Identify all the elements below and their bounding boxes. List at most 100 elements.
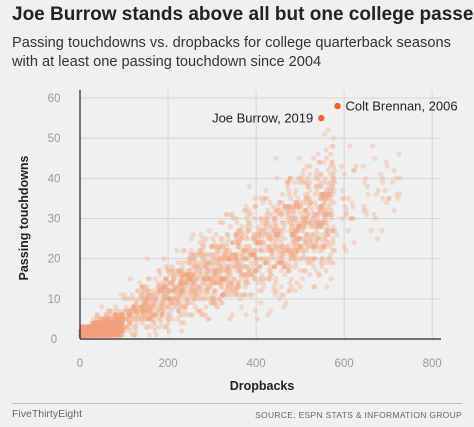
scatter-point [105, 308, 111, 314]
scatter-point [375, 187, 381, 193]
scatter-point [229, 264, 235, 270]
scatter-point [106, 324, 113, 330]
scatter-point [218, 284, 224, 290]
scatter-point [299, 256, 305, 262]
scatter-point [223, 264, 229, 270]
scatter-point [218, 276, 224, 282]
scatter-point [234, 260, 240, 266]
scatter-point [88, 332, 94, 338]
scatter-point [138, 308, 144, 314]
scatter-point [177, 292, 183, 298]
scatter-point [259, 236, 265, 242]
highlight-label: Colt Brennan, 2006 [346, 99, 458, 114]
scatter-point [266, 232, 272, 238]
scatter-point [267, 199, 273, 206]
scatter-point [328, 207, 334, 214]
scatter-point [176, 268, 182, 274]
scatter-point [261, 284, 267, 290]
y-tick-label: 50 [48, 133, 61, 145]
scatter-point [285, 215, 291, 222]
scatter-point [256, 232, 262, 238]
scatter-point [313, 203, 319, 210]
scatter-point [281, 292, 287, 298]
scatter-point [204, 272, 210, 278]
scatter-point [153, 296, 159, 302]
scatter-point [278, 228, 284, 234]
scatter-point [166, 304, 172, 310]
scatter-point [169, 268, 175, 274]
scatter-point [243, 312, 249, 318]
scatter-point [317, 195, 323, 201]
scatter-point [244, 236, 250, 242]
scatter-point [208, 292, 215, 298]
scatter-point [105, 320, 111, 326]
scatter-point [265, 207, 271, 214]
scatter-point [274, 232, 280, 238]
scatter-point [242, 244, 248, 250]
scatter-point [211, 288, 217, 294]
scatter-point [187, 260, 193, 266]
scatter-point [232, 260, 238, 266]
scatter-point [320, 232, 326, 238]
scatter-point [284, 248, 290, 254]
scatter-point [292, 256, 298, 262]
scatter-point [136, 312, 142, 318]
scatter-point [202, 296, 208, 302]
scatter-point [164, 296, 170, 302]
scatter-point [216, 276, 223, 282]
scatter-point [217, 280, 223, 286]
scatter-point [139, 312, 145, 318]
scatter-point [189, 292, 196, 298]
scatter-point [271, 228, 277, 234]
scatter-point [324, 232, 330, 238]
scatter-point [126, 320, 133, 326]
scatter-point [255, 240, 261, 246]
scatter-point [306, 219, 312, 226]
scatter-point [131, 304, 137, 310]
scatter-point [189, 264, 195, 270]
scatter-point [349, 199, 355, 206]
scatter-point [203, 304, 209, 310]
scatter-point [170, 284, 176, 290]
scatter-point [141, 296, 147, 302]
scatter-point [227, 260, 233, 266]
scatter-point [174, 284, 180, 290]
scatter-point [331, 248, 337, 254]
scatter-point [104, 316, 110, 322]
scatter-point [226, 276, 232, 282]
scatter-point [264, 195, 270, 201]
scatter-point [262, 195, 268, 201]
scatter-point [291, 244, 297, 250]
scatter-point [312, 256, 318, 262]
scatter-point [181, 280, 187, 286]
scatter-point [231, 288, 237, 294]
scatter-point [263, 260, 269, 266]
scatter-point [139, 316, 145, 322]
scatter-point [302, 223, 308, 230]
scatter-point [206, 260, 213, 266]
scatter-point [224, 264, 230, 270]
scatter-point [108, 320, 114, 326]
scatter-point [292, 288, 298, 294]
scatter-point [328, 252, 334, 258]
scatter-point [83, 332, 89, 338]
scatter-point [168, 268, 174, 274]
y-tick-label: 10 [48, 294, 61, 306]
scatter-point [319, 195, 325, 201]
scatter-point [203, 264, 209, 270]
scatter-point [192, 272, 198, 278]
scatter-point [168, 300, 174, 306]
scatter-point [197, 248, 203, 254]
scatter-point [324, 260, 330, 266]
scatter-point [251, 252, 257, 258]
scatter-point [233, 232, 239, 238]
scatter-point [141, 296, 148, 302]
scatter-point [300, 248, 306, 254]
scatter-point [206, 260, 212, 266]
scatter-point [272, 280, 279, 286]
scatter-point [245, 211, 251, 218]
scatter-point [165, 304, 171, 310]
scatter-point [288, 219, 294, 226]
scatter-point [328, 215, 334, 222]
scatter-point [304, 175, 310, 181]
